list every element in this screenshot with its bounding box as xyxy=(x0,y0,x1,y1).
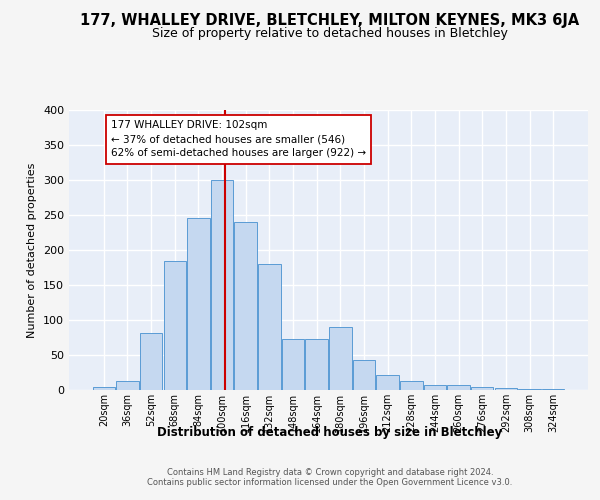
Text: 177 WHALLEY DRIVE: 102sqm
← 37% of detached houses are smaller (546)
62% of semi: 177 WHALLEY DRIVE: 102sqm ← 37% of detac… xyxy=(111,120,366,158)
Text: Distribution of detached houses by size in Bletchley: Distribution of detached houses by size … xyxy=(157,426,503,439)
Bar xyxy=(164,260,186,390)
Bar xyxy=(187,218,209,390)
Bar xyxy=(400,381,422,390)
Bar xyxy=(376,376,399,390)
Bar xyxy=(235,222,257,390)
Bar xyxy=(92,386,115,390)
Bar xyxy=(211,180,233,390)
Bar xyxy=(140,332,163,390)
Text: Contains HM Land Registry data © Crown copyright and database right 2024.: Contains HM Land Registry data © Crown c… xyxy=(167,468,493,477)
Bar xyxy=(424,385,446,390)
Bar xyxy=(116,381,139,390)
Bar xyxy=(518,388,541,390)
Text: Size of property relative to detached houses in Bletchley: Size of property relative to detached ho… xyxy=(152,28,508,40)
Bar xyxy=(448,385,470,390)
Bar xyxy=(494,388,517,390)
Text: 177, WHALLEY DRIVE, BLETCHLEY, MILTON KEYNES, MK3 6JA: 177, WHALLEY DRIVE, BLETCHLEY, MILTON KE… xyxy=(80,12,580,28)
Bar xyxy=(282,339,304,390)
Text: Contains public sector information licensed under the Open Government Licence v3: Contains public sector information licen… xyxy=(148,478,512,487)
Bar xyxy=(258,264,281,390)
Bar xyxy=(329,327,352,390)
Bar xyxy=(471,387,493,390)
Bar xyxy=(305,339,328,390)
Y-axis label: Number of detached properties: Number of detached properties xyxy=(28,162,37,338)
Bar xyxy=(353,360,375,390)
